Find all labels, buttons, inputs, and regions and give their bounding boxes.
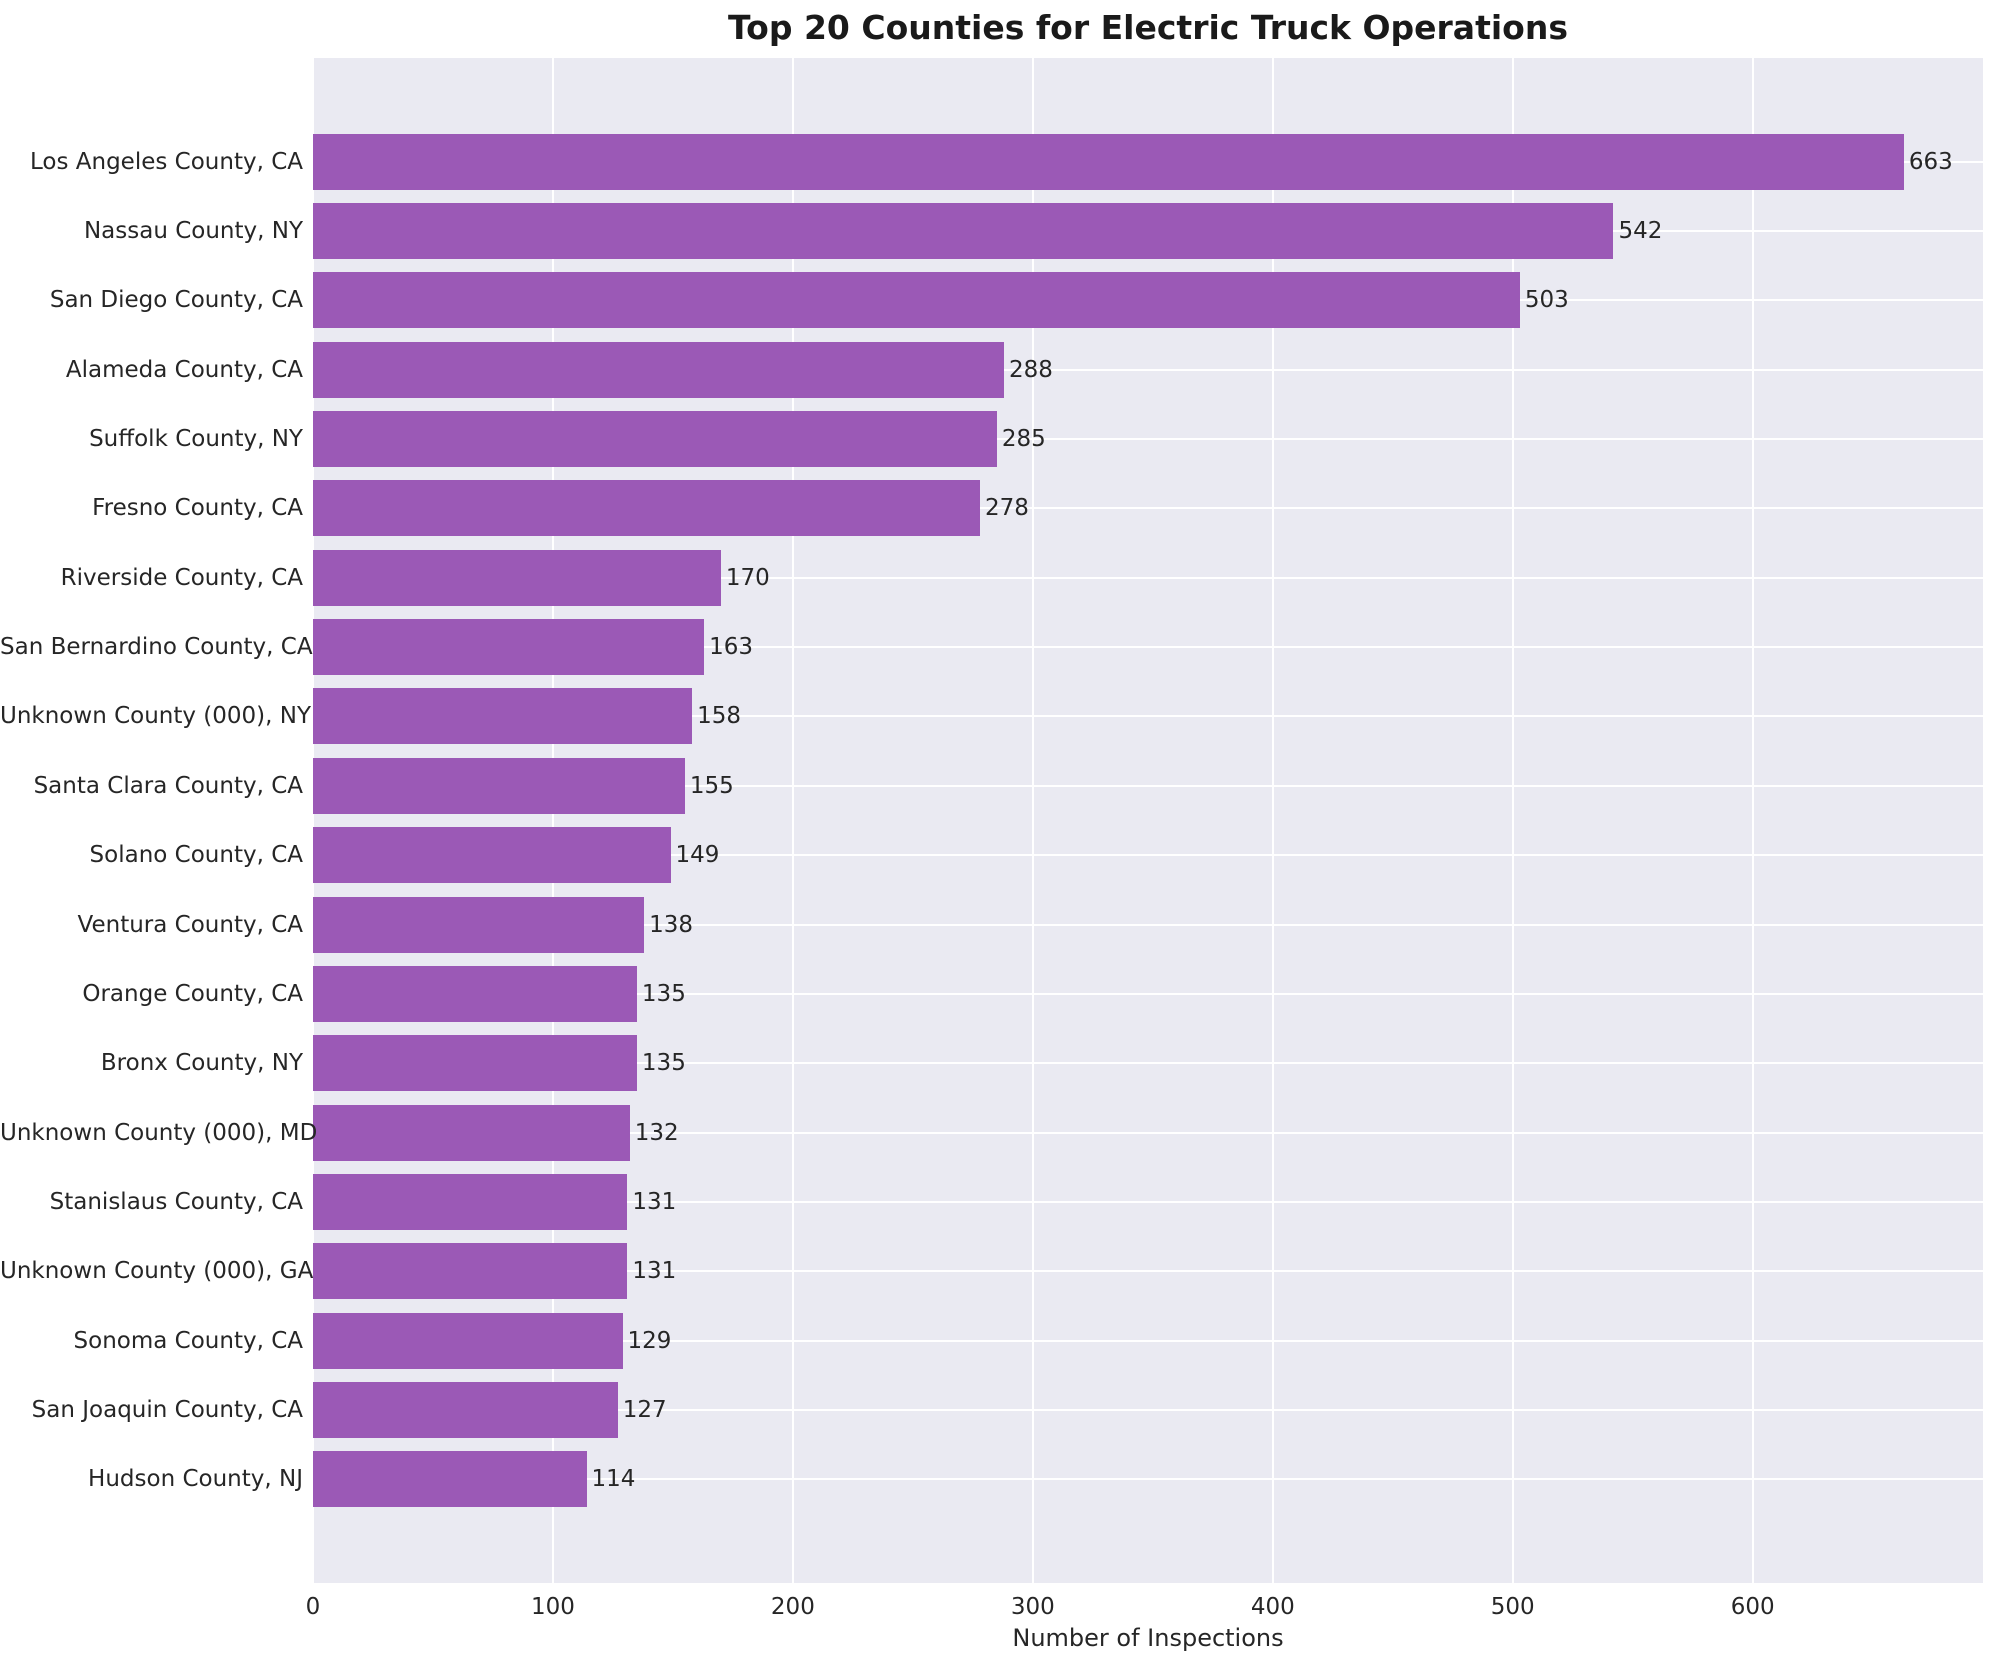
bar-value-label: 663 bbox=[1908, 148, 1953, 175]
y-tick-label: Alameda County, CA bbox=[65, 356, 303, 383]
bar bbox=[313, 1104, 630, 1161]
v-gridline bbox=[1271, 58, 1274, 1583]
x-axis-title: Number of Inspections bbox=[1012, 1624, 1284, 1652]
bar-value-label: 127 bbox=[622, 1396, 667, 1423]
bar-value-label: 131 bbox=[632, 1258, 677, 1285]
y-tick-label: Ventura County, CA bbox=[77, 911, 303, 938]
bar-value-label: 135 bbox=[641, 980, 686, 1007]
h-gridline bbox=[313, 1062, 1983, 1065]
y-tick-label: Orange County, CA bbox=[82, 980, 303, 1007]
bar bbox=[313, 827, 671, 884]
v-gridline bbox=[312, 58, 314, 1583]
h-gridline bbox=[313, 438, 1983, 441]
y-tick-label: Hudson County, NJ bbox=[88, 1466, 303, 1493]
bar bbox=[313, 272, 1520, 329]
v-gridline bbox=[1511, 58, 1514, 1583]
x-tick-label: 600 bbox=[1730, 1594, 1775, 1620]
y-tick-label: Fresno County, CA bbox=[92, 495, 303, 522]
y-tick-label: Los Angeles County, CA bbox=[29, 148, 303, 175]
h-gridline bbox=[313, 576, 1983, 579]
bar-value-label: 288 bbox=[1009, 356, 1053, 383]
bar bbox=[313, 1312, 623, 1369]
y-tick-label: Suffolk County, NY bbox=[89, 426, 303, 453]
bar-value-label: 285 bbox=[1001, 426, 1046, 453]
bar bbox=[313, 1381, 618, 1438]
y-tick-label: San Bernardino County, CA bbox=[0, 634, 313, 661]
h-gridline bbox=[313, 1478, 1983, 1481]
bar bbox=[313, 411, 997, 468]
h-gridline bbox=[313, 1200, 1983, 1203]
x-tick-label: 0 bbox=[305, 1594, 321, 1620]
x-tick-label: 100 bbox=[530, 1594, 575, 1620]
chart-title: Top 20 Counties for Electric Truck Opera… bbox=[728, 8, 1568, 47]
y-tick-label: Unknown County (000), GA bbox=[0, 1258, 314, 1285]
h-gridline bbox=[313, 507, 1983, 510]
h-gridline bbox=[313, 1339, 1983, 1342]
y-tick-label: Unknown County (000), MD bbox=[0, 1119, 318, 1146]
bar bbox=[313, 1451, 587, 1508]
bar bbox=[313, 757, 685, 814]
bar bbox=[313, 203, 1614, 260]
bar-value-label: 135 bbox=[641, 1050, 686, 1077]
y-tick-label: Unknown County (000), NY bbox=[0, 703, 312, 730]
bar-value-label: 163 bbox=[709, 634, 753, 661]
bar-value-label: 278 bbox=[985, 495, 1029, 522]
plot-area: 663 542 503 288 285 278 170 163 158 155 149 138 135 1… bbox=[312, 58, 1983, 1583]
y-tick-label: San Joaquin County, CA bbox=[31, 1396, 303, 1423]
bar-value-label: 170 bbox=[725, 564, 770, 591]
bar bbox=[313, 480, 981, 537]
bar bbox=[313, 549, 721, 606]
bar-value-label: 155 bbox=[689, 772, 734, 799]
x-tick-label: 300 bbox=[1010, 1594, 1055, 1620]
y-tick-label: Solano County, CA bbox=[89, 842, 303, 869]
y-tick-label: Nassau County, NY bbox=[83, 218, 303, 245]
bar-value-label: 149 bbox=[675, 842, 720, 869]
bar-value-label: 131 bbox=[632, 1188, 677, 1215]
x-tick-label: 200 bbox=[770, 1594, 815, 1620]
y-tick-label: San Diego County, CA bbox=[49, 287, 303, 314]
bar bbox=[313, 341, 1005, 398]
y-tick-label: Bronx County, NY bbox=[100, 1050, 303, 1077]
y-tick-label: Sonoma County, CA bbox=[73, 1327, 303, 1354]
y-tick-label: Santa Clara County, CA bbox=[33, 772, 303, 799]
bar bbox=[313, 1243, 628, 1300]
bar-value-label: 138 bbox=[649, 911, 694, 938]
h-gridline bbox=[313, 1131, 1983, 1134]
h-gridline bbox=[313, 715, 1983, 718]
x-tick-label: 500 bbox=[1490, 1594, 1535, 1620]
h-gridline bbox=[313, 854, 1983, 857]
h-gridline bbox=[313, 646, 1983, 649]
v-gridline bbox=[791, 58, 794, 1583]
y-tick-label: Stanislaus County, CA bbox=[49, 1188, 303, 1215]
bar-value-label: 503 bbox=[1524, 287, 1569, 314]
h-gridline bbox=[313, 784, 1983, 787]
x-tick-label: 400 bbox=[1250, 1594, 1295, 1620]
bar bbox=[313, 1035, 637, 1092]
bar bbox=[313, 1173, 628, 1230]
v-gridline bbox=[1031, 58, 1034, 1583]
bar bbox=[313, 619, 705, 676]
h-gridline bbox=[313, 1270, 1983, 1273]
bar-value-label: 158 bbox=[697, 703, 741, 730]
h-gridline bbox=[313, 923, 1983, 926]
bar-value-label: 114 bbox=[591, 1466, 636, 1493]
bar bbox=[313, 133, 1904, 190]
y-tick-label: Riverside County, CA bbox=[60, 564, 303, 591]
bar bbox=[313, 965, 637, 1022]
v-gridline bbox=[1751, 58, 1754, 1583]
bar-value-label: 132 bbox=[634, 1119, 679, 1146]
bar bbox=[313, 688, 693, 745]
bar-value-label: 542 bbox=[1618, 218, 1663, 245]
v-gridline bbox=[551, 58, 554, 1583]
h-gridline bbox=[313, 1408, 1983, 1411]
bar-value-label: 129 bbox=[627, 1327, 672, 1354]
h-gridline bbox=[313, 368, 1983, 371]
h-gridline bbox=[313, 992, 1983, 995]
bar bbox=[313, 896, 645, 953]
